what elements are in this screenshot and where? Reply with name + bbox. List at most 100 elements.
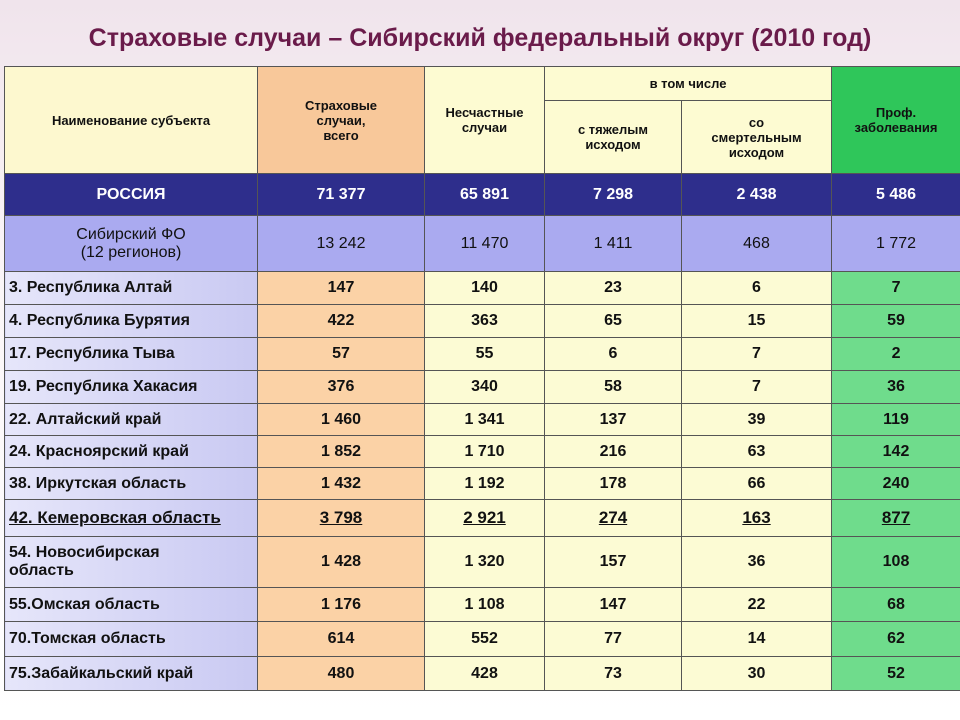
value-cell: 23 (544, 271, 682, 305)
table-row: 3. Республика Алтай 147 140 23 6 7 (4, 271, 960, 305)
value-cell: 13 242 (257, 215, 425, 272)
header-cell: с тяжелым исходом (544, 100, 682, 174)
table-row: 38. Иркутская область 1 432 1 192 178 66 240 (4, 467, 960, 500)
table-row: 24. Красноярский край 1 852 1 710 216 63 142 (4, 435, 960, 468)
value-cell: 363 (424, 304, 545, 338)
region-name: 42. Кемеровская область (4, 499, 258, 537)
value-cell: 57 (257, 337, 425, 371)
value-cell: 1 341 (424, 403, 545, 436)
table-row: Сибирский ФО (12 регионов) 13 242 11 470 1 … (4, 215, 960, 272)
value-cell: 66 (680, 467, 833, 500)
value-cell: 58 (544, 370, 682, 404)
value-cell: 877 (831, 499, 960, 537)
value-cell: 71 377 (257, 173, 425, 216)
value-cell: 59 (831, 304, 960, 338)
value-cell: 428 (424, 656, 545, 691)
region-name: 54. Новосибирская область (4, 536, 258, 588)
table-row: 17. Республика Тыва 57 55 6 7 2 (4, 337, 960, 371)
table-row: 4. Республика Бурятия 422 363 65 15 59 (4, 304, 960, 338)
title: Страховые случаи – Сибирский федеральный… (88, 24, 872, 52)
value-cell: 108 (831, 536, 960, 588)
value-cell: 1 320 (424, 536, 545, 588)
value-cell: 1 710 (424, 435, 545, 468)
table: Наименование субъекта Страховые случаи, … (4, 66, 960, 691)
value-cell: 240 (831, 467, 960, 500)
header-cell: со смертельным исходом (680, 100, 833, 174)
region-name: 70.Томская область (4, 621, 258, 657)
table-row: РОССИЯ 71 377 65 891 7 298 2 438 5 486 (4, 173, 960, 216)
value-cell: 3 798 (257, 499, 425, 537)
value-cell: 73 (544, 656, 682, 691)
value-cell: 147 (257, 271, 425, 305)
value-cell: 65 891 (424, 173, 545, 216)
region-name: Сибирский ФО (12 регионов) (4, 215, 258, 272)
value-cell: 552 (424, 621, 545, 657)
value-cell: 30 (680, 656, 833, 691)
value-cell: 340 (424, 370, 545, 404)
table-row: 22. Алтайский край 1 460 1 341 137 39 119 (4, 403, 960, 436)
table-row: 55.Омская область 1 176 1 108 147 22 68 (4, 587, 960, 622)
header-cell: Наименование субъекта (4, 66, 258, 174)
header-cell: в том числе (543, 66, 833, 101)
region-name: 55.Омская область (4, 587, 258, 622)
value-cell: 65 (544, 304, 682, 338)
value-cell: 178 (544, 467, 682, 500)
value-cell: 14 (680, 621, 833, 657)
value-cell: 376 (257, 370, 425, 404)
region-name: 22. Алтайский край (4, 403, 258, 436)
region-name: 3. Республика Алтай (4, 271, 258, 305)
value-cell: 7 298 (544, 173, 682, 216)
region-name: 19. Республика Хакасия (4, 370, 258, 404)
header-cell: Проф. заболевания (831, 66, 960, 174)
value-cell: 119 (831, 403, 960, 436)
value-cell: 1 852 (257, 435, 425, 468)
value-cell: 5 486 (831, 173, 960, 216)
value-cell: 6 (680, 271, 833, 305)
value-cell: 2 438 (680, 173, 833, 216)
value-cell: 2 (831, 337, 960, 371)
value-cell: 137 (544, 403, 682, 436)
region-name: 17. Республика Тыва (4, 337, 258, 371)
value-cell: 7 (831, 271, 960, 305)
value-cell: 142 (831, 435, 960, 468)
value-cell: 274 (544, 499, 682, 537)
value-cell: 63 (680, 435, 833, 468)
value-cell: 77 (544, 621, 682, 657)
table-row: 70.Томская область 614 552 77 14 62 (4, 621, 960, 657)
value-cell: 11 470 (424, 215, 545, 272)
value-cell: 2 921 (424, 499, 545, 537)
region-name: 4. Республика Бурятия (4, 304, 258, 338)
value-cell: 140 (424, 271, 545, 305)
table-row: 42. Кемеровская область 3 798 2 921 274 163 8… (4, 499, 960, 537)
value-cell: 147 (544, 587, 682, 622)
region-name: 38. Иркутская область (4, 467, 258, 500)
value-cell: 422 (257, 304, 425, 338)
value-cell: 52 (831, 656, 960, 691)
header-cell: Страховые случаи, всего (257, 66, 425, 174)
value-cell: 1 432 (257, 467, 425, 500)
region-name: 75.Забайкальский край (4, 656, 258, 691)
value-cell: 55 (424, 337, 545, 371)
value-cell: 1 428 (257, 536, 425, 588)
value-cell: 62 (831, 621, 960, 657)
value-cell: 7 (680, 337, 833, 371)
value-cell: 157 (544, 536, 682, 588)
value-cell: 1 772 (831, 215, 960, 272)
value-cell: 7 (680, 370, 833, 404)
table-row: 75.Забайкальский край 480 428 73 30 52 (4, 656, 960, 691)
value-cell: 163 (680, 499, 833, 537)
table-row: 19. Республика Хакасия 376 340 58 7 36 (4, 370, 960, 404)
value-cell: 1 176 (257, 587, 425, 622)
value-cell: 216 (544, 435, 682, 468)
region-name: 24. Красноярский край (4, 435, 258, 468)
value-cell: 1 411 (544, 215, 682, 272)
value-cell: 1 108 (424, 587, 545, 622)
value-cell: 1 460 (257, 403, 425, 436)
value-cell: 22 (680, 587, 833, 622)
value-cell: 1 192 (424, 467, 545, 500)
table-row: 54. Новосибирская область 1 428 1 320 157 36… (4, 536, 960, 588)
value-cell: 36 (831, 370, 960, 404)
header-cell: Несчастные случаи (424, 66, 545, 174)
value-cell: 68 (831, 587, 960, 622)
